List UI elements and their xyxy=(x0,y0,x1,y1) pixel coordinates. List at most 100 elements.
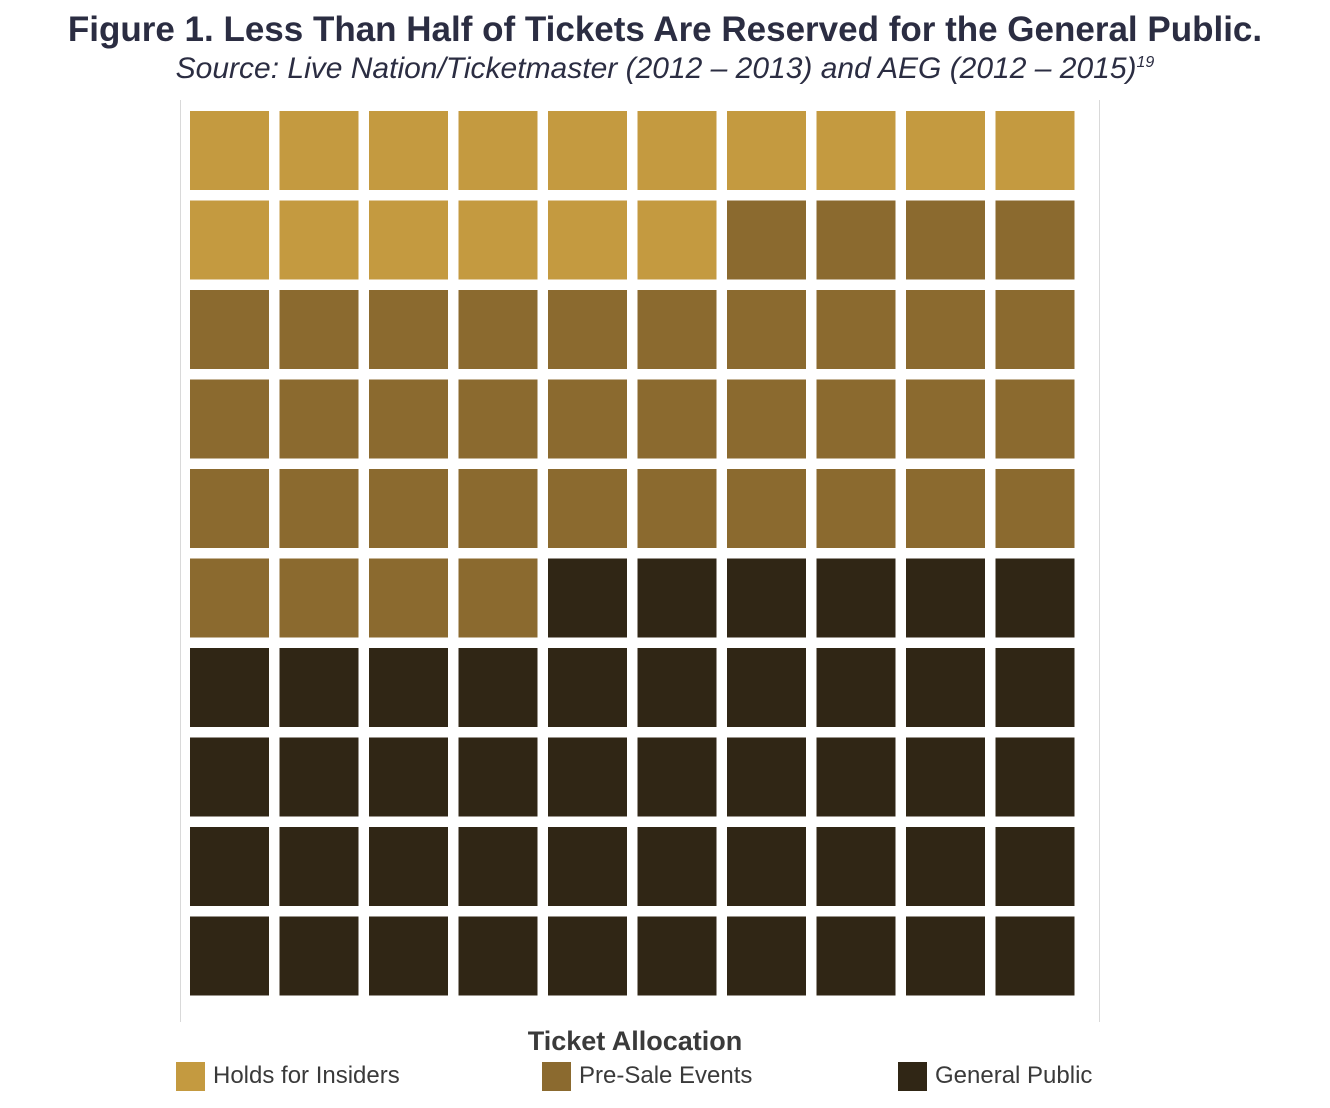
waffle-cell-holds-for-insiders xyxy=(637,111,717,190)
waffle-cell-general-public xyxy=(727,737,806,817)
waffle-cell-general-public xyxy=(906,648,985,727)
waffle-cell-pre-sale-events xyxy=(458,558,538,638)
waffle-cell-pre-sale-events xyxy=(727,290,806,369)
waffle-cell-pre-sale-events xyxy=(727,379,806,459)
waffle-cell-pre-sale-events xyxy=(458,469,538,548)
waffle-cell-holds-for-insiders xyxy=(906,111,985,190)
waffle-cell-holds-for-insiders xyxy=(369,111,448,190)
waffle-cell-holds-for-insiders xyxy=(369,200,448,280)
waffle-cell-general-public xyxy=(190,827,269,906)
waffle-cell-pre-sale-events xyxy=(995,200,1075,280)
waffle-cell-general-public xyxy=(548,916,627,996)
waffle-cell-general-public xyxy=(816,737,896,817)
waffle-cell-general-public xyxy=(458,648,538,727)
legend-swatch-pre-sale-events xyxy=(542,1061,571,1091)
waffle-cell-pre-sale-events xyxy=(906,290,985,369)
waffle-cell-holds-for-insiders xyxy=(548,111,627,190)
waffle-cell-holds-for-insiders xyxy=(190,111,269,190)
waffle-cell-holds-for-insiders xyxy=(279,111,359,190)
legend-label-general-public: General Public xyxy=(935,1062,1093,1089)
waffle-cell-pre-sale-events xyxy=(816,290,896,369)
waffle-cell-general-public xyxy=(548,648,627,727)
waffle-cell-general-public xyxy=(369,737,448,817)
waffle-cell-holds-for-insiders xyxy=(458,200,538,280)
waffle-cell-holds-for-insiders xyxy=(548,200,627,280)
waffle-cell-general-public xyxy=(279,916,359,996)
legend-label-holds-for-insiders: Holds for Insiders xyxy=(213,1062,400,1089)
waffle-cell-pre-sale-events xyxy=(458,379,538,459)
waffle-cell-pre-sale-events xyxy=(816,469,896,548)
waffle-cell-pre-sale-events xyxy=(369,290,448,369)
waffle-cell-pre-sale-events xyxy=(190,469,269,548)
chart-title: Figure 1. Less Than Half of Tickets Are … xyxy=(67,10,1263,49)
waffle-cell-pre-sale-events xyxy=(637,290,717,369)
waffle-cell-general-public xyxy=(279,648,359,727)
waffle-cell-general-public xyxy=(458,737,538,817)
waffle-cell-pre-sale-events xyxy=(190,558,269,638)
waffle-cell-pre-sale-events xyxy=(369,469,448,548)
waffle-cell-pre-sale-events xyxy=(190,290,269,369)
waffle-cell-general-public xyxy=(458,827,538,906)
waffle-cell-general-public xyxy=(816,558,896,638)
waffle-cell-general-public xyxy=(190,916,269,996)
waffle-cell-general-public xyxy=(637,916,717,996)
waffle-cell-pre-sale-events xyxy=(548,379,627,459)
waffle-cell-pre-sale-events xyxy=(369,558,448,638)
waffle-cell-general-public xyxy=(816,827,896,906)
waffle-cell-general-public xyxy=(906,737,985,817)
waffle-cell-pre-sale-events xyxy=(548,290,627,369)
waffle-cell-general-public xyxy=(906,558,985,638)
waffle-cell-holds-for-insiders xyxy=(995,111,1075,190)
waffle-cell-pre-sale-events xyxy=(995,469,1075,548)
waffle-cell-pre-sale-events xyxy=(458,290,538,369)
waffle-cell-pre-sale-events xyxy=(369,379,448,459)
legend-item-general-public: General Public xyxy=(898,1061,1092,1091)
waffle-cell-pre-sale-events xyxy=(548,469,627,548)
waffle-cell-general-public xyxy=(995,916,1075,996)
waffle-cell-general-public xyxy=(816,648,896,727)
waffle-cells xyxy=(190,111,1075,996)
waffle-cell-pre-sale-events xyxy=(727,200,806,280)
waffle-cell-general-public xyxy=(369,827,448,906)
legend-item-pre-sale-events: Pre-Sale Events xyxy=(542,1061,752,1091)
waffle-cell-general-public xyxy=(548,827,627,906)
waffle-cell-pre-sale-events xyxy=(995,379,1075,459)
waffle-cell-pre-sale-events xyxy=(906,200,985,280)
waffle-cell-general-public xyxy=(279,827,359,906)
waffle-cell-general-public xyxy=(995,737,1075,817)
waffle-cell-holds-for-insiders xyxy=(190,200,269,280)
waffle-cell-general-public xyxy=(637,827,717,906)
waffle-cell-pre-sale-events xyxy=(906,379,985,459)
waffle-cell-pre-sale-events xyxy=(995,290,1075,369)
waffle-cell-pre-sale-events xyxy=(816,379,896,459)
waffle-cell-general-public xyxy=(190,648,269,727)
legend-swatch-holds-for-insiders xyxy=(176,1061,205,1091)
waffle-cell-general-public xyxy=(995,558,1075,638)
legend-label-pre-sale-events: Pre-Sale Events xyxy=(579,1062,753,1089)
waffle-cell-general-public xyxy=(458,916,538,996)
waffle-cell-holds-for-insiders xyxy=(816,111,896,190)
waffle-cell-holds-for-insiders xyxy=(727,111,806,190)
legend-swatch-general-public xyxy=(898,1061,927,1091)
waffle-cell-pre-sale-events xyxy=(190,379,269,459)
legend-item-holds-for-insiders: Holds for Insiders xyxy=(176,1061,400,1091)
waffle-cell-pre-sale-events xyxy=(279,469,359,548)
legend-title: Ticket Allocation xyxy=(527,1026,743,1056)
waffle-cell-pre-sale-events xyxy=(279,558,359,638)
waffle-cell-general-public xyxy=(548,558,627,638)
waffle-cell-general-public xyxy=(369,648,448,727)
waffle-cell-general-public xyxy=(369,916,448,996)
waffle-cell-pre-sale-events xyxy=(906,469,985,548)
waffle-cell-holds-for-insiders xyxy=(458,111,538,190)
chart-subtitle: Source: Live Nation/Ticketmaster (2012 –… xyxy=(0,52,1330,86)
waffle-cell-pre-sale-events xyxy=(637,379,717,459)
waffle-cell-general-public xyxy=(637,737,717,817)
waffle-cell-general-public xyxy=(727,648,806,727)
waffle-chart xyxy=(180,100,1100,1022)
waffle-cell-general-public xyxy=(906,827,985,906)
waffle-cell-general-public xyxy=(995,648,1075,727)
waffle-cell-general-public xyxy=(637,648,717,727)
waffle-cell-general-public xyxy=(727,916,806,996)
waffle-cell-general-public xyxy=(906,916,985,996)
subtitle-text: Source: Live Nation/Ticketmaster (2012 –… xyxy=(175,52,1137,85)
